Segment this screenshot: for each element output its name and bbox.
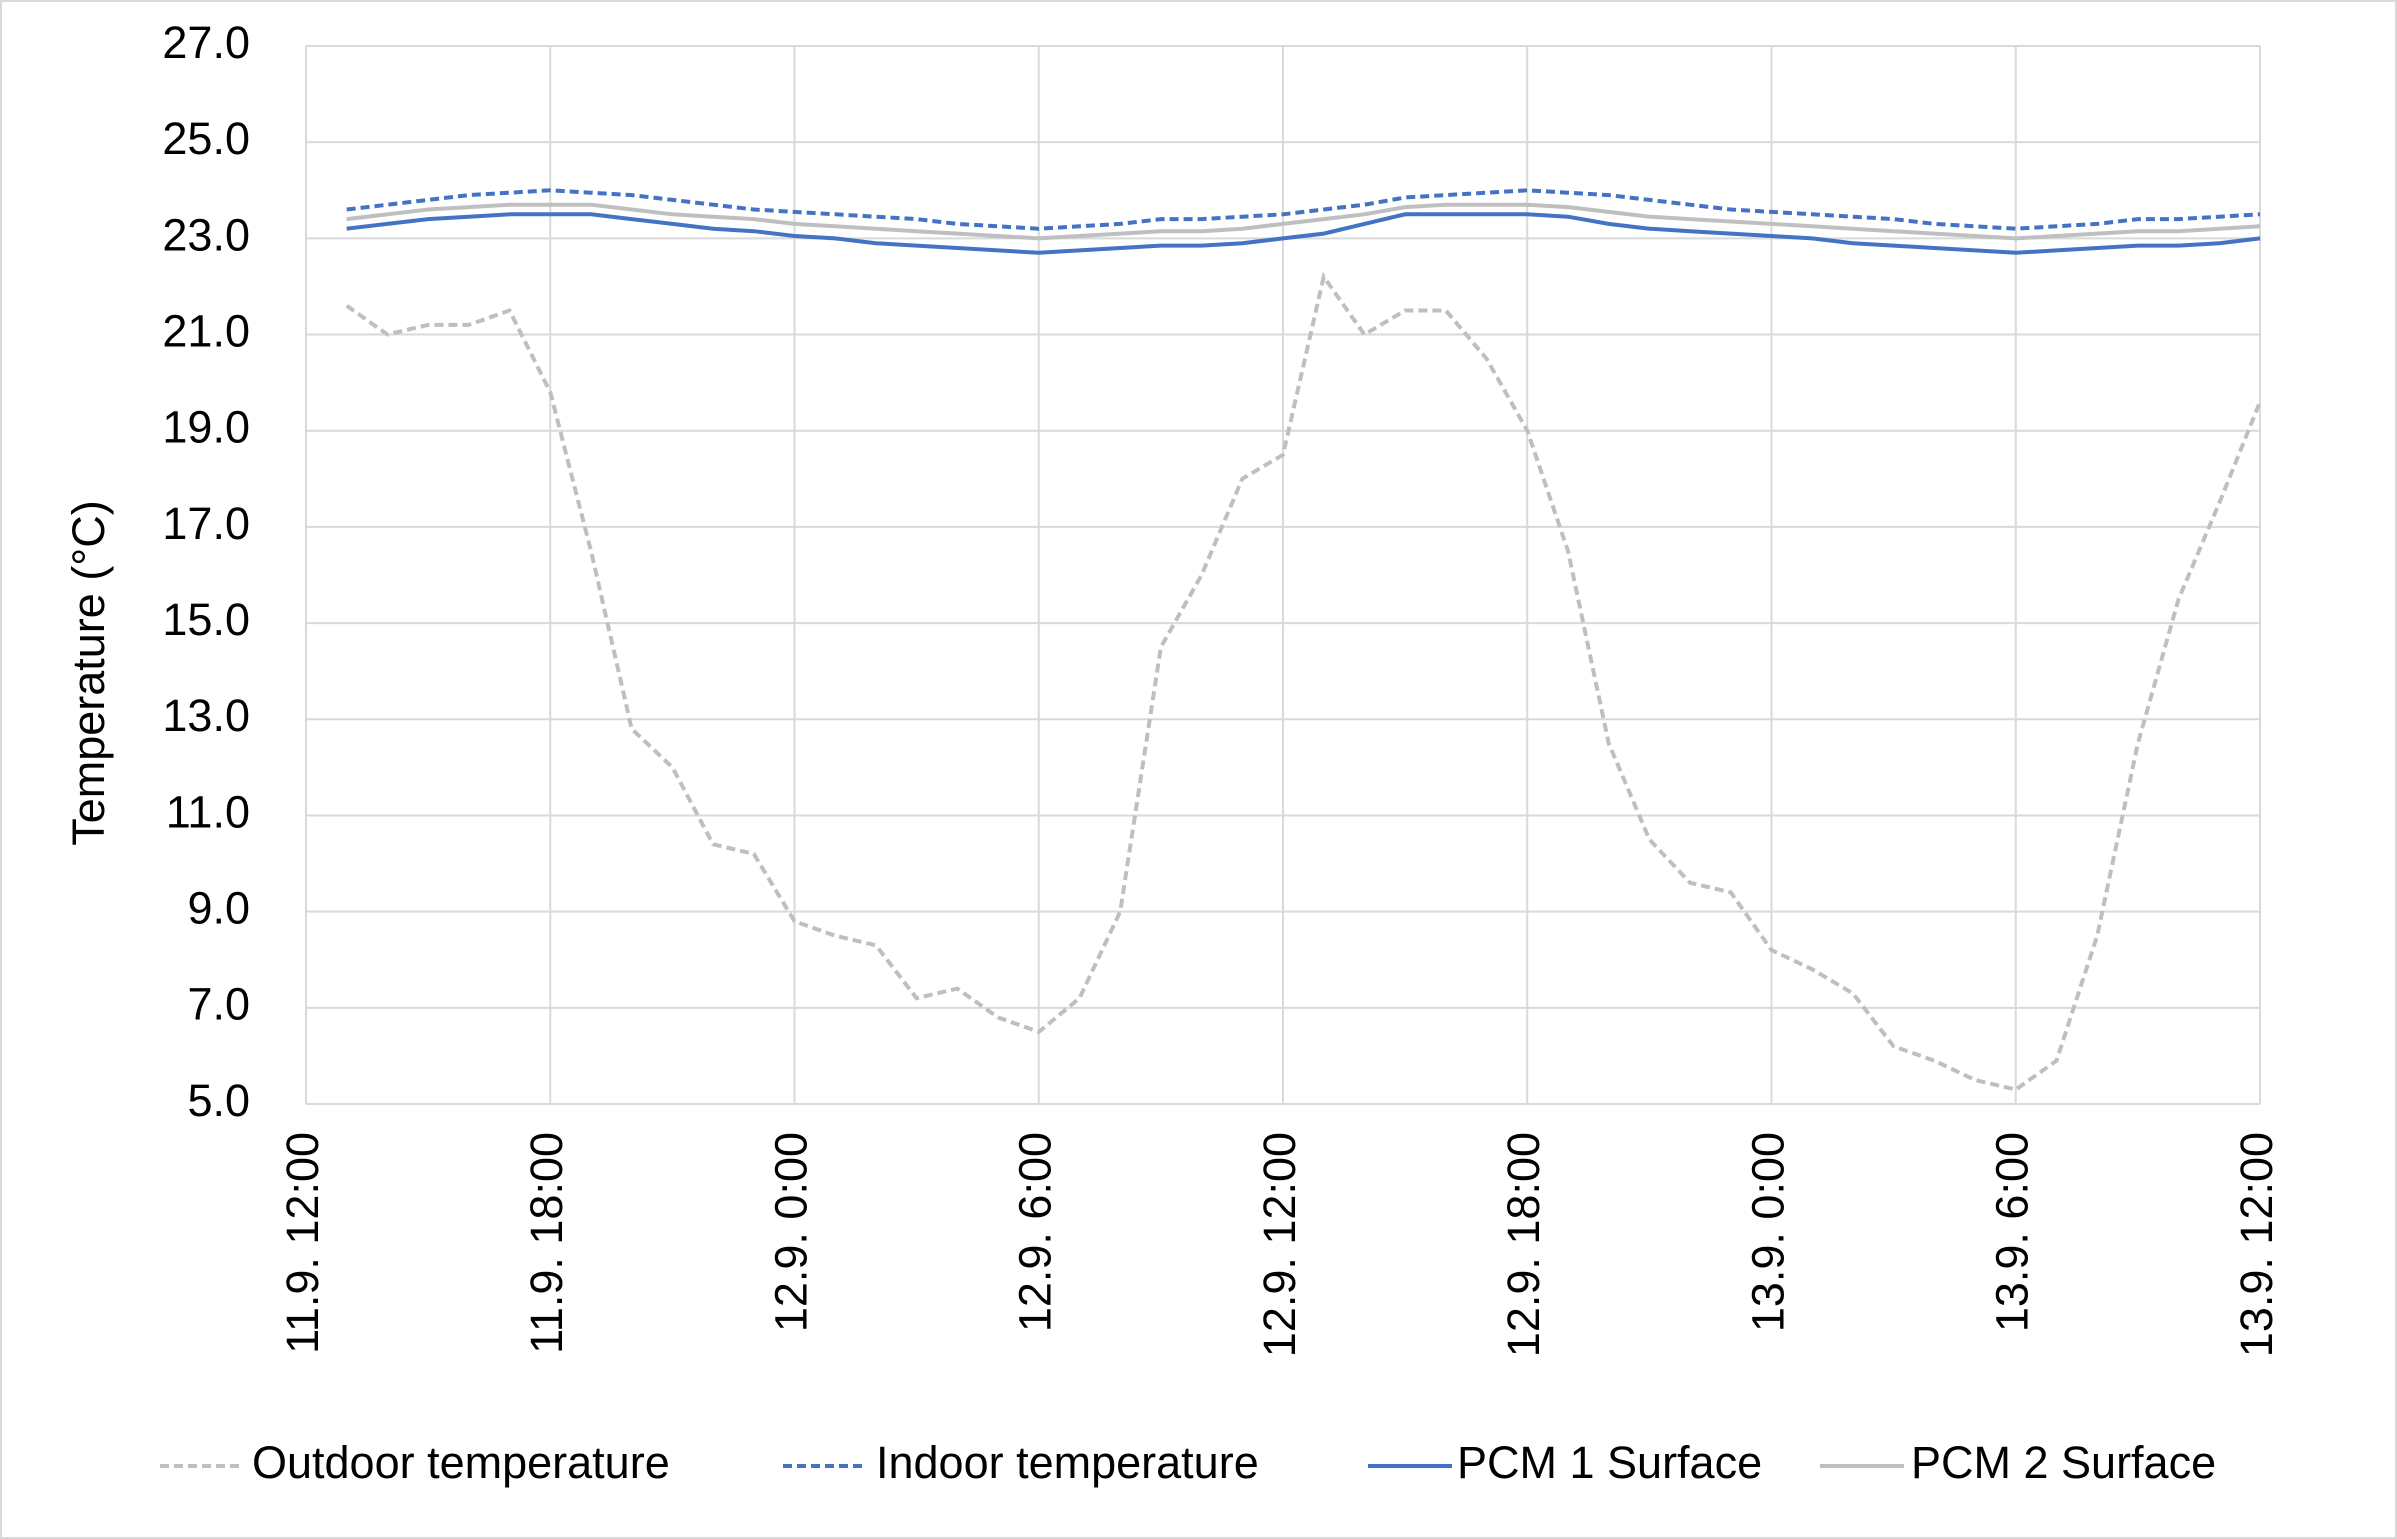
y-tick-label: 11.0 bbox=[166, 786, 250, 837]
y-tick-label: 19.0 bbox=[162, 402, 250, 453]
y-tick-label: 13.0 bbox=[162, 690, 250, 741]
y-tick-label: 23.0 bbox=[162, 209, 250, 260]
x-tick-label: 12.9. 18:00 bbox=[1498, 1132, 1549, 1357]
legend-label: Indoor temperature bbox=[876, 1437, 1259, 1488]
x-tick-label: 13.9. 6:00 bbox=[1987, 1132, 2038, 1332]
y-tick-label: 7.0 bbox=[187, 979, 250, 1030]
x-tick-label: 13.9. 12:00 bbox=[2231, 1132, 2282, 1357]
y-axis-label: Temperature (°C) bbox=[63, 500, 114, 846]
x-tick-label: 12.9. 0:00 bbox=[765, 1132, 816, 1332]
x-tick-label: 11.9. 18:00 bbox=[521, 1132, 572, 1354]
y-tick-label: 25.0 bbox=[162, 113, 250, 164]
series-line bbox=[346, 202, 2261, 241]
x-tick-label: 13.9. 0:00 bbox=[1742, 1132, 1793, 1332]
y-tick-label: 27.0 bbox=[162, 17, 250, 68]
series-line bbox=[346, 188, 2261, 231]
y-tick-label: 15.0 bbox=[162, 594, 250, 645]
series-line bbox=[345, 271, 2262, 1092]
series-line bbox=[346, 212, 2261, 255]
legend-label: Outdoor temperature bbox=[252, 1437, 670, 1488]
y-tick-label: 5.0 bbox=[187, 1075, 250, 1126]
x-tick-label: 12.9. 12:00 bbox=[1254, 1132, 1305, 1357]
x-tick-label: 11.9. 12:00 bbox=[277, 1132, 328, 1354]
legend-label: PCM 1 Surface bbox=[1457, 1437, 1762, 1488]
y-tick-label: 21.0 bbox=[162, 305, 250, 356]
y-tick-label: 17.0 bbox=[162, 498, 250, 549]
x-tick-label: 12.9. 6:00 bbox=[1010, 1132, 1061, 1332]
y-tick-label: 9.0 bbox=[187, 883, 250, 934]
legend-label: PCM 2 Surface bbox=[1911, 1437, 2216, 1488]
